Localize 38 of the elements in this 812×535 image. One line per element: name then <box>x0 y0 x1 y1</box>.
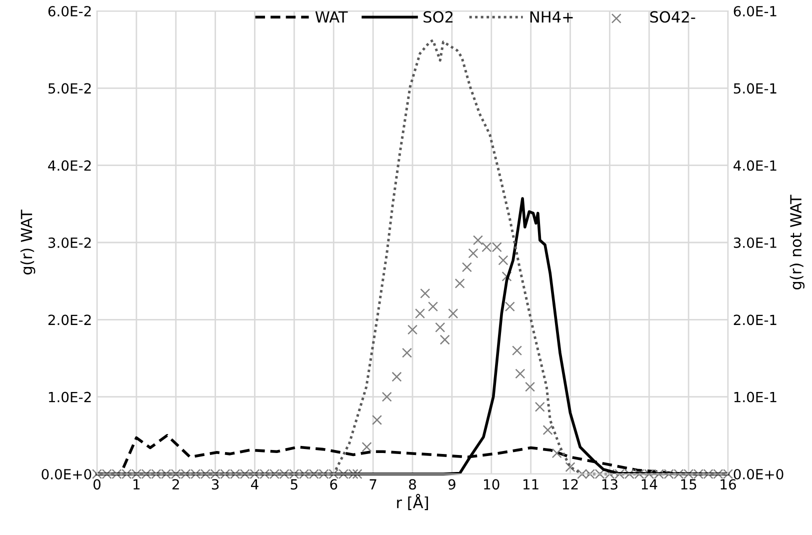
x-tick-label: 8 <box>409 479 416 490</box>
x-tick-label: 15 <box>681 479 696 490</box>
x-tick-label: 6 <box>330 479 338 490</box>
y2-tick-label: 4.0E-1 <box>734 160 776 171</box>
x-tick-label: 10 <box>484 479 500 490</box>
y-tick-label: 2.0E-2 <box>48 314 91 326</box>
y-tick-label: 3.0E-2 <box>48 237 91 248</box>
legend-label: SO2 <box>424 11 453 23</box>
y2-axis-title: g(r) not WAT <box>790 194 805 290</box>
y2-tick-label: 6.0E-1 <box>734 6 776 16</box>
y-axis-title: g(r) WAT <box>20 210 36 274</box>
x-tick-label: 7 <box>370 479 376 490</box>
y-tick-label: 0.0E+0 <box>42 468 92 480</box>
y2-tick-label: 3.0E-1 <box>734 237 776 248</box>
y-tick-label: 4.0E-2 <box>48 160 91 171</box>
x-tick-label: 4 <box>251 479 258 490</box>
legend-label: SO42- <box>650 11 696 23</box>
x-tick-label: 14 <box>642 479 658 490</box>
x-tick-label: 9 <box>448 479 456 490</box>
y2-tick-label: 1.0E-1 <box>734 392 776 402</box>
y2-tick-label: 5.0E-1 <box>734 83 776 94</box>
y2-tick-label: 0.0E+0 <box>734 468 784 480</box>
x-tick-label: 2 <box>172 479 179 490</box>
y2-tick-label: 2.0E-1 <box>734 314 776 326</box>
x-tick-label: 13 <box>602 479 618 490</box>
legend-label: WAT <box>315 11 348 22</box>
x-tick-label: 12 <box>562 479 578 490</box>
y-tick-label: 1.0E-2 <box>48 392 91 402</box>
x-tick-label: 5 <box>290 479 298 490</box>
x-axis-title: r [Å] <box>397 494 428 510</box>
y-tick-label: 6.0E-2 <box>48 6 91 16</box>
y-tick-label: 5.0E-2 <box>48 83 91 94</box>
x-tick-label: 3 <box>212 479 219 490</box>
legend-label: NH4+ <box>530 11 573 22</box>
x-tick-label: 1 <box>134 479 140 490</box>
x-tick-label: 0 <box>93 479 100 490</box>
x-tick-label: 16 <box>720 479 736 490</box>
x-tick-label: 11 <box>524 479 538 490</box>
